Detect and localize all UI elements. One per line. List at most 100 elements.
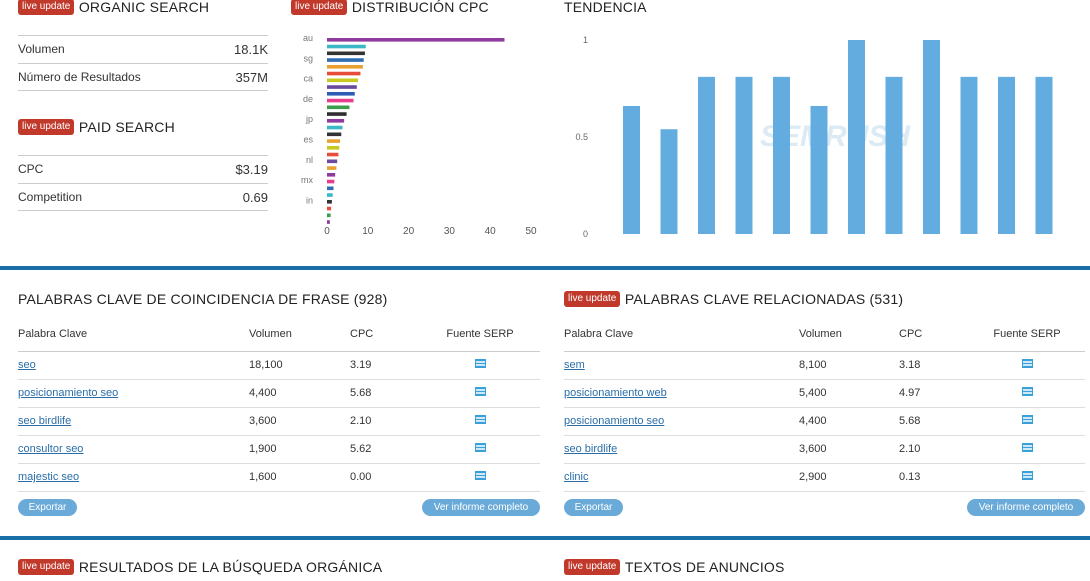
trend-bar[interactable] bbox=[773, 76, 790, 234]
keyword-link[interactable]: sem bbox=[564, 359, 585, 371]
trend-bar[interactable] bbox=[923, 40, 940, 234]
cpc-bar[interactable] bbox=[327, 220, 330, 224]
trend-bar[interactable] bbox=[735, 76, 753, 234]
metric-value: 357M bbox=[235, 70, 268, 85]
serp-snapshot-icon[interactable] bbox=[1021, 415, 1033, 424]
keyword-link[interactable]: posicionamiento web bbox=[564, 387, 667, 399]
cpc-bar[interactable] bbox=[327, 200, 332, 204]
serp-snapshot-icon[interactable] bbox=[474, 415, 486, 424]
trend-bar[interactable] bbox=[885, 76, 903, 234]
cpc-bar[interactable] bbox=[327, 132, 342, 137]
cpc-bar[interactable] bbox=[327, 152, 339, 157]
live-update-badge[interactable]: live update bbox=[291, 0, 348, 15]
serp-snapshot-icon[interactable] bbox=[474, 471, 486, 480]
cpc-bar[interactable] bbox=[327, 65, 363, 69]
cpc-bar[interactable] bbox=[327, 71, 361, 76]
cpc-bar[interactable] bbox=[327, 193, 333, 197]
keyword-cell: majestic seo bbox=[18, 463, 249, 492]
cpc-bar[interactable] bbox=[327, 186, 334, 191]
cpc-bar[interactable] bbox=[327, 51, 365, 56]
serp-snapshot-icon[interactable] bbox=[1021, 359, 1033, 368]
trend-bar[interactable] bbox=[848, 40, 865, 234]
cpc-bar[interactable] bbox=[327, 119, 345, 123]
cpc-bar[interactable] bbox=[327, 105, 350, 110]
cpc-bar[interactable] bbox=[327, 92, 355, 96]
cpc-cell: 3.18 bbox=[899, 351, 969, 380]
cpc-category-label: jp bbox=[305, 114, 313, 124]
live-update-badge[interactable]: live update bbox=[564, 290, 621, 307]
cpc-x-tick: 0 bbox=[324, 226, 330, 237]
keyword-link[interactable]: posicionamiento seo bbox=[564, 415, 665, 427]
column-header-keyword[interactable]: Palabra Clave bbox=[18, 317, 249, 352]
table-row: consultor seo 1,900 5.62 bbox=[18, 435, 540, 464]
live-update-badge[interactable]: live update bbox=[18, 558, 75, 575]
serp-snapshot-icon[interactable] bbox=[474, 387, 486, 396]
live-update-badge[interactable]: live update bbox=[18, 118, 75, 135]
keyword-link[interactable]: seo birdlife bbox=[564, 443, 618, 455]
keyword-link[interactable]: clinic bbox=[564, 471, 589, 483]
cpc-category-label: sg bbox=[303, 53, 313, 63]
trend-bar[interactable] bbox=[660, 129, 678, 234]
cpc-bar[interactable] bbox=[327, 179, 335, 184]
trend-bar[interactable] bbox=[1035, 76, 1053, 234]
column-header-cpc[interactable]: CPC bbox=[350, 317, 420, 352]
export-button[interactable]: Exportar bbox=[564, 499, 623, 516]
table-row: majestic seo 1,600 0.00 bbox=[18, 463, 540, 492]
cpc-bar[interactable] bbox=[327, 139, 341, 143]
cpc-bar[interactable] bbox=[327, 85, 357, 89]
cpc-bar[interactable] bbox=[327, 166, 337, 170]
cpc-bar[interactable] bbox=[327, 112, 347, 116]
column-header-keyword[interactable]: Palabra Clave bbox=[564, 317, 799, 352]
cpc-bar[interactable] bbox=[327, 98, 354, 103]
trend-bar[interactable] bbox=[698, 76, 715, 234]
cpc-bar[interactable] bbox=[327, 125, 343, 130]
column-header-volume[interactable]: Volumen bbox=[249, 317, 350, 352]
serp-snapshot-icon[interactable] bbox=[474, 443, 486, 452]
full-report-button[interactable]: Ver informe completo bbox=[422, 499, 540, 516]
organic-results-header: live update RESULTADOS DE LA BÚSQUEDA OR… bbox=[18, 558, 382, 576]
metric-value: 0.69 bbox=[242, 190, 268, 205]
trend-bar[interactable] bbox=[810, 105, 828, 235]
cpc-bar[interactable] bbox=[327, 146, 340, 150]
cpc-bar[interactable] bbox=[327, 44, 366, 49]
table-row: posicionamiento seo 4,400 5.68 bbox=[564, 407, 1085, 436]
serp-snapshot-icon[interactable] bbox=[1021, 387, 1033, 396]
cpc-bar[interactable] bbox=[327, 38, 505, 42]
serp-snapshot-icon[interactable] bbox=[1021, 471, 1033, 480]
keyword-link[interactable]: majestic seo bbox=[18, 471, 80, 483]
live-update-badge[interactable]: live update bbox=[564, 558, 621, 575]
keyword-link[interactable]: posicionamiento seo bbox=[18, 387, 119, 399]
column-header-volume[interactable]: Volumen bbox=[799, 317, 899, 352]
volume-cell: 4,400 bbox=[249, 379, 350, 408]
keyword-cell: seo bbox=[18, 351, 249, 380]
cpc-bar[interactable] bbox=[327, 173, 336, 177]
column-header-cpc[interactable]: CPC bbox=[899, 317, 969, 352]
related-header: live update PALABRAS CLAVE RELACIONADAS … bbox=[564, 290, 903, 308]
cpc-bar[interactable] bbox=[327, 58, 364, 62]
cpc-category-label: de bbox=[303, 94, 313, 104]
cpc-bar[interactable] bbox=[327, 206, 332, 211]
full-report-button[interactable]: Ver informe completo bbox=[967, 499, 1085, 516]
keyword-link[interactable]: consultor seo bbox=[18, 443, 84, 455]
live-update-badge[interactable]: live update bbox=[18, 0, 75, 15]
cpc-bar[interactable] bbox=[327, 159, 338, 164]
trend-bar[interactable] bbox=[960, 76, 978, 234]
trend-y-tick: 1 bbox=[583, 35, 588, 45]
export-button[interactable]: Exportar bbox=[18, 499, 77, 516]
cpc-distribution-chart: au sg ca de jp es nl mx in 0 10 20 30 40 50 bbox=[301, 33, 537, 237]
serp-snapshot-icon[interactable] bbox=[1021, 443, 1033, 452]
table-header-row: Palabra Clave Volumen CPC Fuente SERP bbox=[18, 317, 540, 352]
cpc-x-tick: 10 bbox=[362, 226, 374, 237]
related-title: PALABRAS CLAVE RELACIONADAS (531) bbox=[624, 290, 904, 307]
cpc-bar[interactable] bbox=[327, 78, 359, 83]
keyword-cell: clinic bbox=[564, 463, 799, 492]
trend-bar[interactable] bbox=[623, 105, 640, 235]
cpc-bar[interactable] bbox=[327, 213, 331, 218]
trend-bar[interactable] bbox=[998, 76, 1015, 234]
keyword-link[interactable]: seo birdlife bbox=[18, 415, 72, 427]
volume-cell: 1,600 bbox=[249, 463, 350, 492]
keyword-link[interactable]: seo bbox=[18, 359, 36, 371]
serp-cell bbox=[420, 351, 540, 380]
serp-snapshot-icon[interactable] bbox=[474, 359, 486, 368]
